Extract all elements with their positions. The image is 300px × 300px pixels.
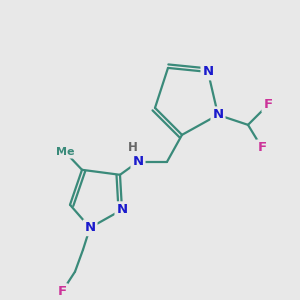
Text: F: F [263,98,273,111]
Text: Me: Me [56,147,74,157]
Text: F: F [57,285,67,298]
Text: N: N [132,155,144,168]
Text: H: H [128,141,138,154]
Text: N: N [212,108,224,122]
Text: N: N [84,221,96,234]
Text: N: N [202,65,214,78]
Text: F: F [257,141,267,154]
Text: N: N [116,203,128,216]
